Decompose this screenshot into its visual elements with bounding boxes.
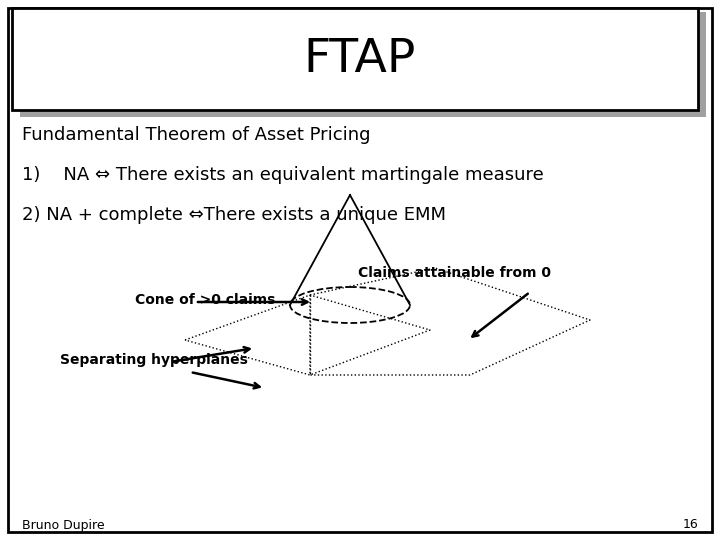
Bar	[20, 12, 706, 117]
Text: 1)    NA ⇔ There exists an equivalent martingale measure: 1) NA ⇔ There exists an equivalent marti…	[22, 166, 544, 184]
Text: Claims attainable from 0: Claims attainable from 0	[359, 266, 552, 280]
Text: Bruno Dupire: Bruno Dupire	[22, 518, 104, 531]
Text: Cone of >0 claims: Cone of >0 claims	[135, 293, 275, 307]
Bar	[12, 8, 698, 110]
Text: FTAP: FTAP	[304, 37, 416, 82]
Text: 16: 16	[683, 518, 698, 531]
Text: Fundamental Theorem of Asset Pricing: Fundamental Theorem of Asset Pricing	[22, 126, 371, 144]
Text: 2) NA + complete ⇔There exists a unique EMM: 2) NA + complete ⇔There exists a unique …	[22, 206, 446, 224]
Text: Separating hyperplanes: Separating hyperplanes	[60, 353, 248, 367]
